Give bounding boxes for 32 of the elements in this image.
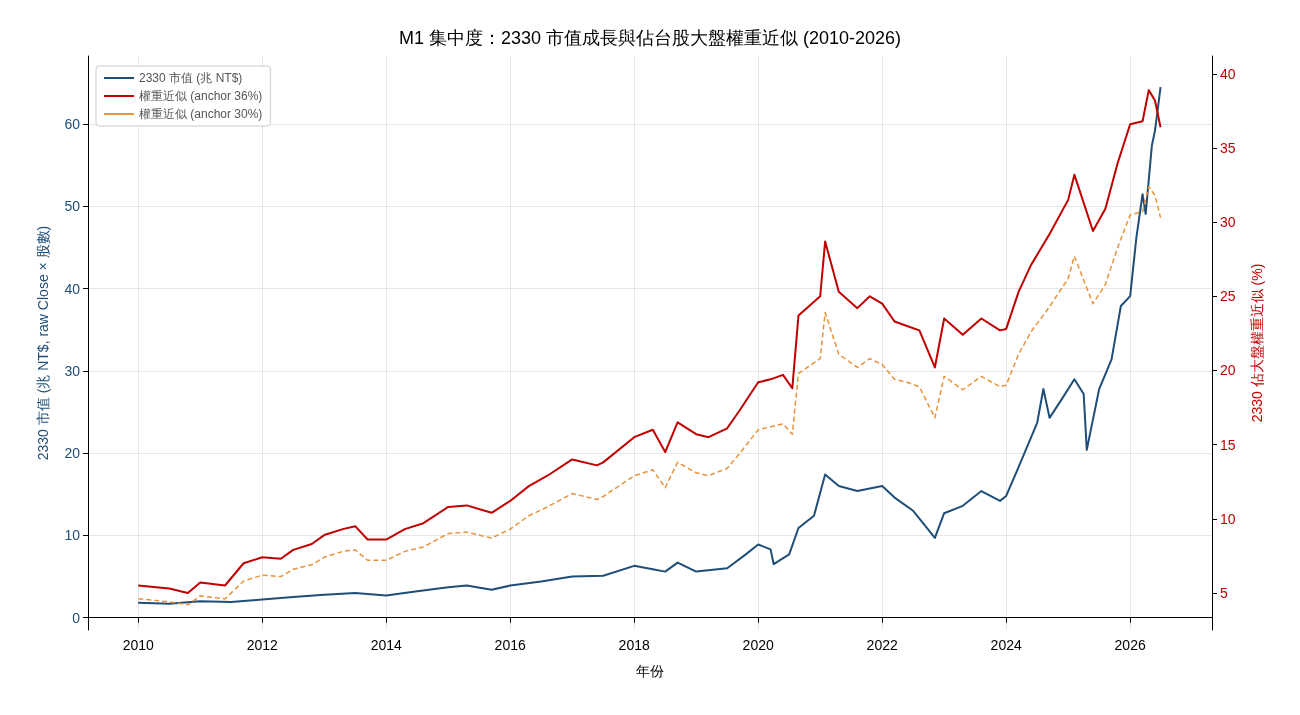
y-tick-label: 60	[64, 116, 81, 133]
x-tick-label: 2026	[1114, 637, 1146, 653]
x-axis-title: 年份	[636, 663, 664, 679]
x-tick-label: 2024	[990, 637, 1022, 653]
x-tick-label: 2016	[494, 637, 526, 653]
chart-title: M1 集中度：2330 市值成長與佔台股大盤權重近似 (2010-2026)	[398, 28, 902, 48]
x-tick-label: 2014	[370, 637, 402, 653]
y-tick-label: 20	[64, 445, 81, 462]
y2-tick-label: 10	[1220, 510, 1236, 527]
y-axis-title: 2330 市值 (兆 NT$, raw Close × 股數)	[35, 225, 51, 461]
y-tick-label: 10	[64, 527, 81, 544]
y-tick-label: 30	[64, 362, 81, 379]
y2-tick-label: 35	[1220, 139, 1236, 156]
legend-label: 2330 市值 (兆 NT$)	[139, 71, 243, 85]
x-tick-label: 2018	[618, 637, 650, 653]
y2-tick-label: 5	[1220, 584, 1228, 601]
y2-tick-label: 15	[1220, 436, 1236, 453]
y2-axis-title: 2330 佔大盤權重近似 (%)	[1249, 263, 1265, 423]
x-tick-label: 2022	[866, 637, 898, 653]
line-series	[137, 185, 1162, 606]
y-tick-label: 0	[72, 609, 81, 626]
y-tick-label: 50	[64, 198, 81, 215]
y2-tick-label: 30	[1220, 214, 1236, 231]
x-tick-label: 2010	[122, 637, 154, 653]
legend-label: 權重近似 (anchor 36%)	[139, 89, 263, 103]
y2-tick-label: 40	[1220, 65, 1236, 82]
x-tick-label: 2012	[246, 637, 278, 653]
x-tick-label: 2020	[742, 637, 774, 653]
y2-tick-label: 25	[1220, 288, 1236, 305]
y-tick-label: 40	[64, 280, 81, 297]
y2-tick-label: 20	[1220, 362, 1236, 379]
legend-label: 權重近似 (anchor 30%)	[139, 107, 263, 121]
